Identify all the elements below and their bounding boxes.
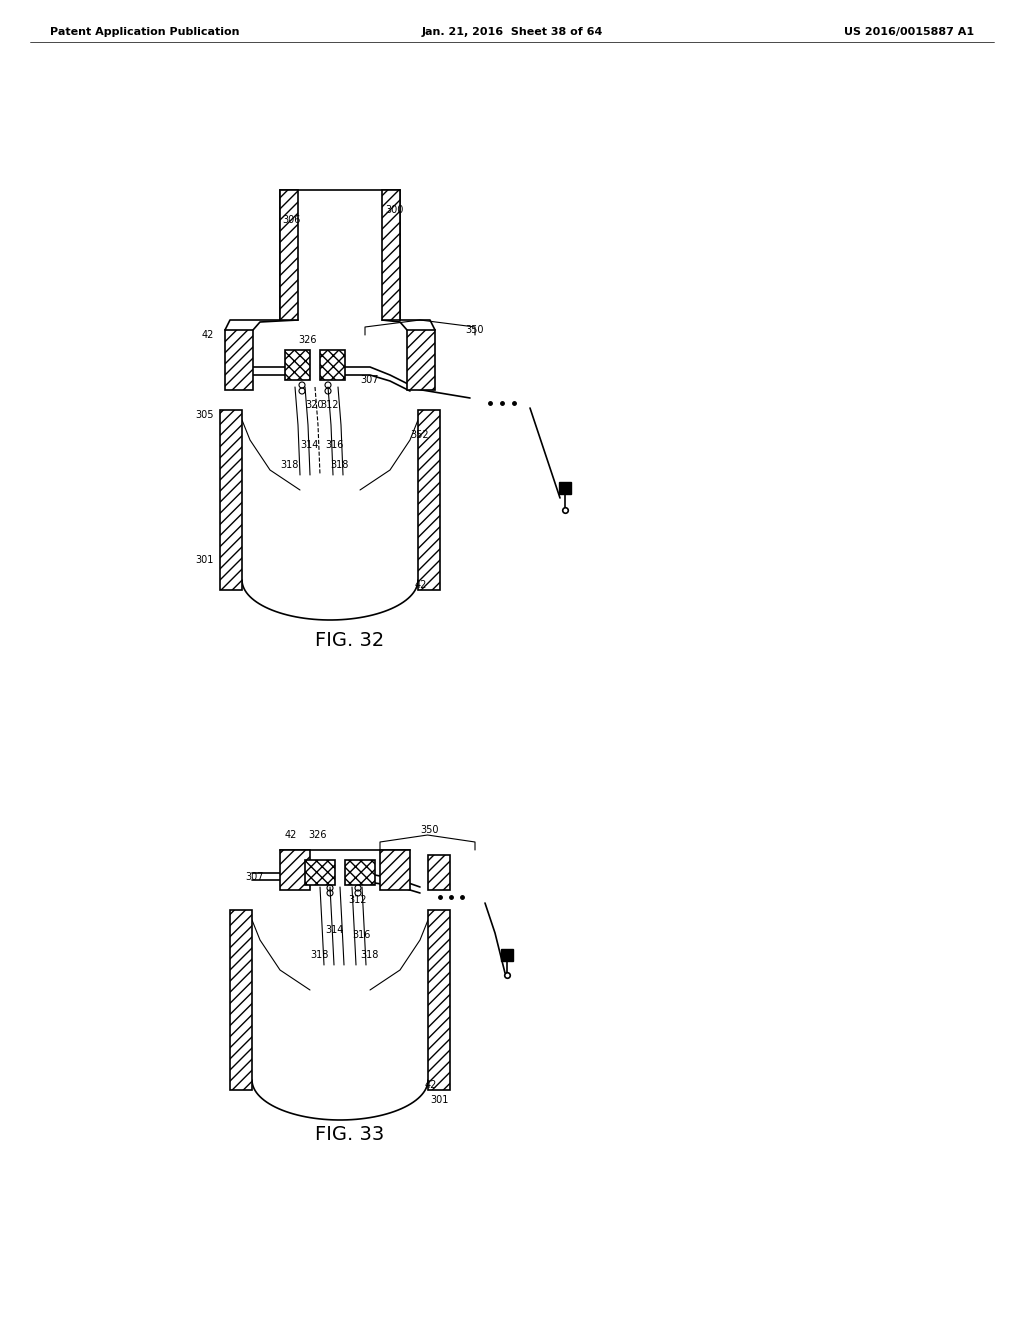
Text: 314: 314 xyxy=(300,440,318,450)
Text: 352: 352 xyxy=(410,430,429,440)
Bar xyxy=(220,411,242,590)
Text: Patent Application Publication: Patent Application Publication xyxy=(50,26,240,37)
Bar xyxy=(285,350,310,380)
Text: 300: 300 xyxy=(385,205,403,215)
Text: Jan. 21, 2016  Sheet 38 of 64: Jan. 21, 2016 Sheet 38 of 64 xyxy=(421,26,603,37)
Text: 42: 42 xyxy=(415,579,427,590)
Text: 307: 307 xyxy=(245,873,263,882)
Text: 320: 320 xyxy=(305,400,324,411)
Bar xyxy=(382,190,400,319)
Text: 301: 301 xyxy=(430,1096,449,1105)
Text: 318: 318 xyxy=(330,459,348,470)
Text: 312: 312 xyxy=(348,895,367,906)
Text: 305: 305 xyxy=(195,411,213,420)
Text: 307: 307 xyxy=(360,375,379,385)
Text: 306: 306 xyxy=(282,215,300,224)
Text: 318: 318 xyxy=(360,950,379,960)
Bar xyxy=(407,330,435,389)
Text: 350: 350 xyxy=(465,325,483,335)
Text: 42: 42 xyxy=(425,1080,437,1090)
Bar xyxy=(428,909,450,1090)
Bar xyxy=(380,850,410,890)
Text: 301: 301 xyxy=(195,554,213,565)
Text: FIG. 32: FIG. 32 xyxy=(315,631,385,649)
Text: 312: 312 xyxy=(319,400,339,411)
Bar xyxy=(319,350,345,380)
Text: FIG. 33: FIG. 33 xyxy=(315,1126,385,1144)
Text: 316: 316 xyxy=(325,440,343,450)
Bar xyxy=(305,861,335,884)
Text: US 2016/0015887 A1: US 2016/0015887 A1 xyxy=(844,26,974,37)
Bar xyxy=(280,850,310,890)
Text: 318: 318 xyxy=(310,950,329,960)
Text: 42: 42 xyxy=(202,330,214,341)
Bar xyxy=(280,190,298,319)
Bar xyxy=(428,855,450,890)
Bar xyxy=(418,411,440,590)
Text: 314: 314 xyxy=(325,925,343,935)
Bar xyxy=(225,330,253,389)
Bar xyxy=(345,861,375,884)
Text: 42: 42 xyxy=(285,830,297,840)
Text: 316: 316 xyxy=(352,931,371,940)
Bar xyxy=(230,909,252,1090)
Text: 326: 326 xyxy=(308,830,327,840)
Text: 350: 350 xyxy=(420,825,438,836)
Text: 326: 326 xyxy=(298,335,316,345)
Text: 318: 318 xyxy=(280,459,298,470)
